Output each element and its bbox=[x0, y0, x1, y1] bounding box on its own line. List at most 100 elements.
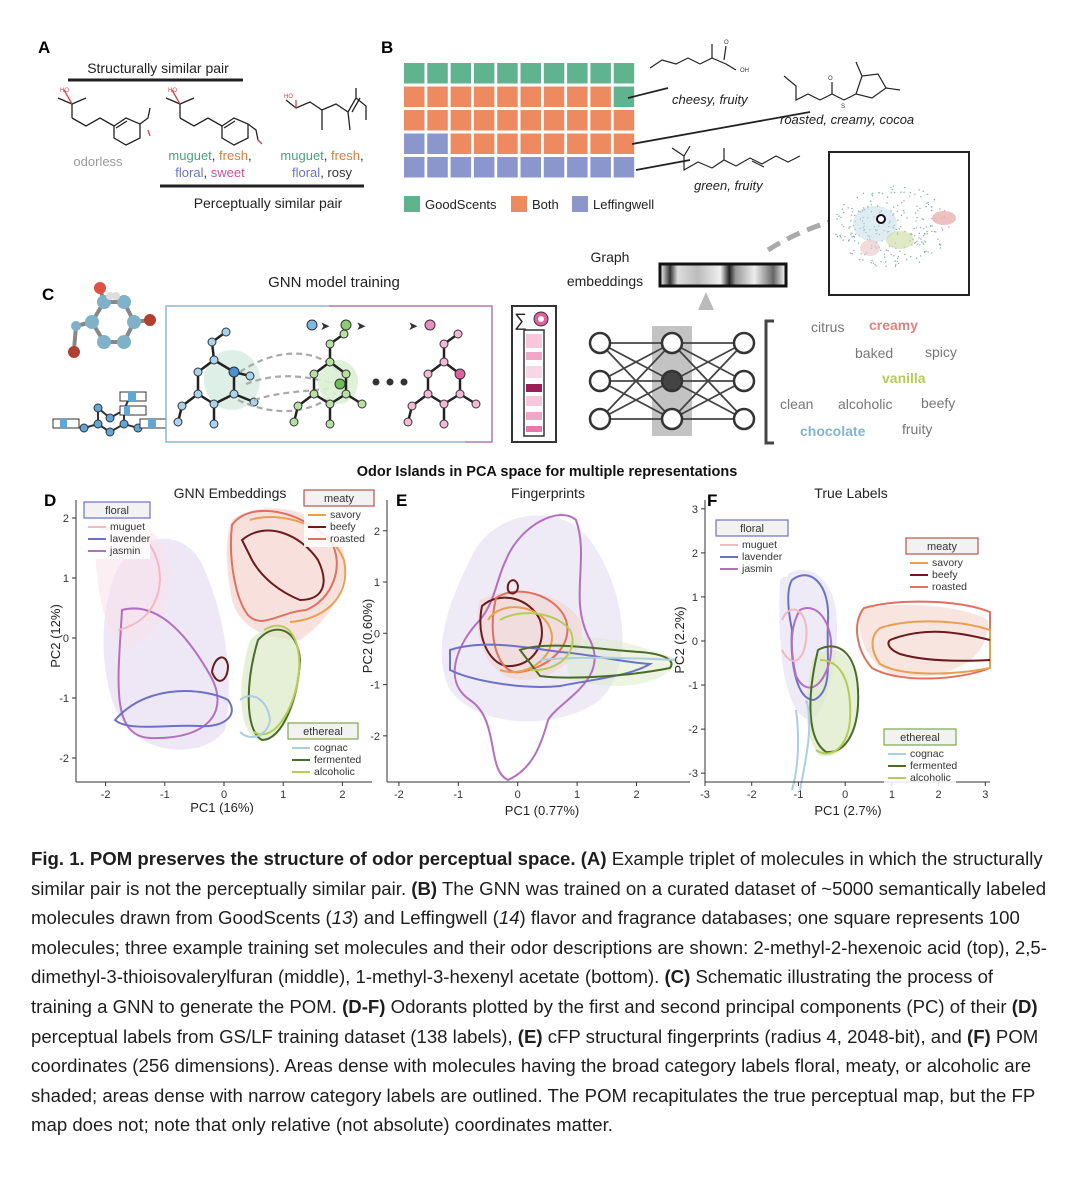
mol1-desc: odorless bbox=[73, 154, 123, 169]
waffle-cell bbox=[473, 110, 495, 131]
y-tick-label: 0 bbox=[374, 628, 380, 640]
mol3-desc-part: fresh bbox=[331, 148, 360, 163]
legend-item: jasmin bbox=[109, 545, 141, 557]
y-tick-label: 1 bbox=[692, 592, 698, 604]
caption-segment: (B) bbox=[411, 877, 438, 899]
y-tick-label: 3 bbox=[692, 504, 698, 516]
chart-f-ylabel: PC2 (2.2%) bbox=[672, 606, 687, 673]
odor-word-clean: clean bbox=[780, 396, 813, 412]
caption-segment: The GNN was trained on a curated dataset… bbox=[31, 877, 1047, 929]
odor-bracket bbox=[764, 319, 774, 445]
caption-segment: POM coordinates (256 dimensions). Areas … bbox=[31, 1025, 1039, 1136]
waffle-cell bbox=[567, 110, 588, 131]
legend-item: cognac bbox=[314, 742, 348, 754]
oh-label: OH bbox=[740, 68, 749, 74]
x-tick-label: 0 bbox=[221, 789, 227, 801]
waffle-cell bbox=[404, 110, 425, 131]
caption-segment: Schematic illustrating the process of tr… bbox=[31, 966, 994, 1017]
ho-label-1: HO bbox=[60, 88, 69, 94]
embedding-vector bbox=[658, 262, 788, 288]
panel-b-letter: B bbox=[381, 38, 393, 57]
chart-d-axes: -2 -1 0 1 2 -2 -1 0 1 2 bbox=[59, 500, 372, 801]
structural-label: Structurally similar pair bbox=[87, 60, 229, 76]
mol2-desc-part: fresh bbox=[219, 148, 248, 163]
mol2-desc-line2-part: floral bbox=[175, 165, 203, 180]
x-tick-label: -1 bbox=[160, 789, 170, 801]
caption-segment: (A) bbox=[575, 848, 607, 869]
chart-e-ylabel: PC2 (0.60%) bbox=[360, 599, 375, 673]
chart-d-title: GNN Embeddings bbox=[174, 485, 287, 501]
mol3-desc-part: muguet bbox=[280, 148, 324, 163]
waffle-cell bbox=[404, 157, 425, 178]
legend-swatch-leffingwell bbox=[572, 196, 588, 212]
odor-word-alcoholic: alcoholic bbox=[838, 396, 892, 412]
mol3-desc-line2: floral, rosy bbox=[292, 165, 352, 180]
waffle-cell bbox=[427, 110, 448, 131]
sum-readout: ∑ bbox=[511, 305, 557, 443]
molecule-2 bbox=[165, 89, 263, 146]
caption-segment: (F) bbox=[967, 1025, 991, 1047]
legend-item: lavender bbox=[110, 533, 151, 545]
figure-caption: Fig. 1. POM preserves the structure of o… bbox=[31, 844, 1056, 1140]
waffle-cell bbox=[473, 133, 495, 154]
waffle-legend: GoodScents Both Leffingwell bbox=[404, 196, 654, 212]
legend-item: lavender bbox=[742, 551, 783, 563]
chart-d-regions bbox=[95, 508, 347, 750]
mol2-desc-part: , bbox=[212, 148, 219, 163]
graph-step-3 bbox=[403, 329, 481, 429]
mol2-desc-line2-part: , bbox=[203, 165, 210, 180]
message-passing-legend: ➤ ➤ ➤ bbox=[306, 319, 436, 333]
waffle-cell bbox=[427, 86, 448, 107]
caption-segment: (D) bbox=[1011, 995, 1038, 1017]
x-tick-label: 1 bbox=[280, 789, 286, 801]
legend-swatch-both bbox=[511, 196, 527, 212]
caption-segment: ) and Leffingwell ( bbox=[352, 907, 499, 929]
odor-word-citrus: citrus bbox=[811, 319, 844, 335]
neural-network bbox=[588, 326, 756, 436]
mol3-desc-line2-part: , bbox=[320, 165, 327, 180]
waffle-cell bbox=[520, 110, 541, 131]
legend-item: jasmin bbox=[741, 563, 773, 575]
odor-word-baked: baked bbox=[855, 345, 893, 361]
caption-segment: 14 bbox=[498, 907, 520, 929]
panel-c: C bbox=[42, 151, 970, 445]
mol2-desc-line2-part: sweet bbox=[211, 165, 245, 180]
chart-e-regions bbox=[441, 514, 680, 782]
caption-segment: Odorants plotted by the first and second… bbox=[385, 995, 1012, 1017]
y-tick-label: 1 bbox=[374, 577, 380, 589]
ho-label-3: HO bbox=[284, 94, 293, 100]
panel-d: D GNN Embeddings -2 -1 0 1 2 -2 -1 0 1 2 PC2 (12%… bbox=[44, 485, 375, 815]
embedding-scatter-thumbnail bbox=[828, 151, 970, 296]
chart-f-regions bbox=[779, 570, 991, 791]
y-tick-label: 0 bbox=[692, 636, 698, 648]
caption-segment: perceptual labels from GS/LF training da… bbox=[31, 1025, 518, 1047]
waffle-cell bbox=[590, 133, 611, 154]
chart-f-title: True Labels bbox=[814, 485, 887, 501]
mol3-desc-line2-part: floral bbox=[292, 165, 320, 180]
legend-item: beefy bbox=[932, 569, 958, 581]
legend-goodscents: GoodScents bbox=[425, 197, 497, 212]
waffle-cell bbox=[567, 63, 588, 84]
sum-symbol: ∑ bbox=[514, 310, 527, 330]
example-molecule-top bbox=[649, 44, 737, 71]
waffle-cell bbox=[473, 157, 495, 178]
mol3-desc: muguet, fresh, bbox=[280, 148, 363, 163]
pointer-line-bottom bbox=[635, 159, 691, 171]
waffle-cell bbox=[427, 157, 448, 178]
y-tick-label: 2 bbox=[63, 513, 69, 525]
odor-word-chocolate: chocolate bbox=[800, 423, 866, 439]
waffle-cell bbox=[613, 133, 635, 154]
svg-text:➤: ➤ bbox=[356, 319, 366, 333]
panel-c-letter: C bbox=[42, 285, 54, 304]
example-desc-top: cheesy, fruity bbox=[672, 92, 749, 107]
legend-item: alcoholic bbox=[314, 766, 355, 778]
waffle-cell bbox=[567, 157, 588, 178]
molecule-graph-features bbox=[52, 391, 167, 437]
y-tick-label: 1 bbox=[63, 573, 69, 585]
y-tick-label: -2 bbox=[688, 724, 698, 736]
ho-label-2: HO bbox=[168, 88, 177, 94]
